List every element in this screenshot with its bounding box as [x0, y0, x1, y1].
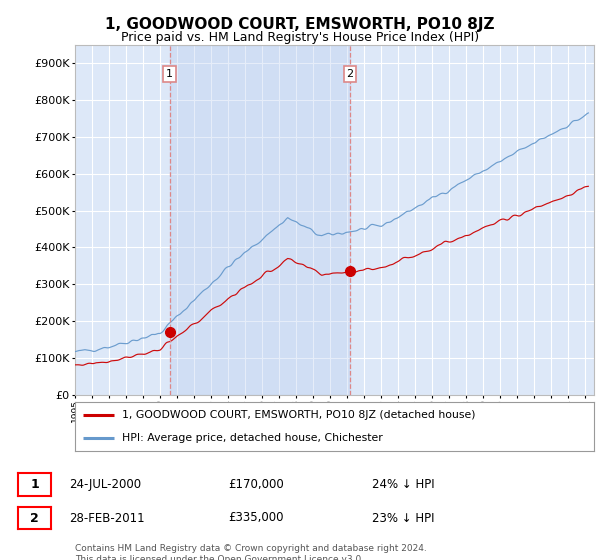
Text: 2: 2 [30, 511, 39, 525]
Text: HPI: Average price, detached house, Chichester: HPI: Average price, detached house, Chic… [122, 433, 382, 444]
Text: Contains HM Land Registry data © Crown copyright and database right 2024.
This d: Contains HM Land Registry data © Crown c… [75, 544, 427, 560]
Text: £170,000: £170,000 [228, 478, 284, 491]
Text: £335,000: £335,000 [228, 511, 284, 525]
Text: 24-JUL-2000: 24-JUL-2000 [69, 478, 141, 491]
Text: 1: 1 [30, 478, 39, 491]
Text: 1: 1 [166, 69, 173, 80]
Text: 1, GOODWOOD COURT, EMSWORTH, PO10 8JZ (detached house): 1, GOODWOOD COURT, EMSWORTH, PO10 8JZ (d… [122, 410, 475, 421]
Text: 2: 2 [346, 69, 353, 80]
Bar [170, 45, 350, 395]
Text: 28-FEB-2011: 28-FEB-2011 [69, 511, 145, 525]
Text: Price paid vs. HM Land Registry's House Price Index (HPI): Price paid vs. HM Land Registry's House … [121, 31, 479, 44]
Text: 1, GOODWOOD COURT, EMSWORTH, PO10 8JZ: 1, GOODWOOD COURT, EMSWORTH, PO10 8JZ [105, 17, 495, 32]
Text: 24% ↓ HPI: 24% ↓ HPI [372, 478, 434, 491]
Text: 23% ↓ HPI: 23% ↓ HPI [372, 511, 434, 525]
